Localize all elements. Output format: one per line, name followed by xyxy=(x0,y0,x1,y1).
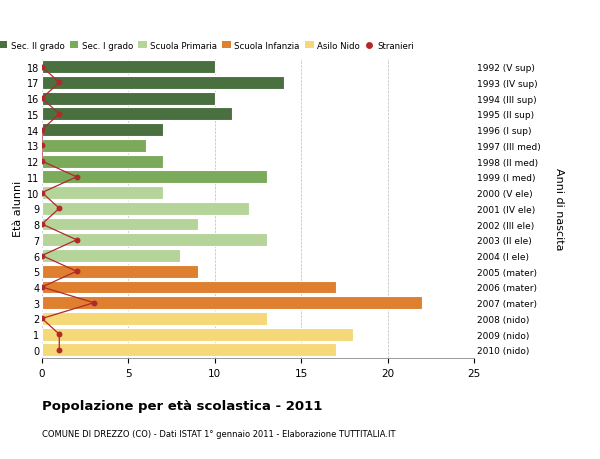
Bar xyxy=(42,265,197,278)
Point xyxy=(37,142,47,150)
Bar xyxy=(42,312,266,325)
Bar xyxy=(42,108,232,121)
Bar xyxy=(42,328,353,341)
Point xyxy=(89,299,98,307)
Bar xyxy=(42,61,215,74)
Point xyxy=(72,174,82,181)
Point xyxy=(37,252,47,260)
Point xyxy=(55,111,64,118)
Bar xyxy=(42,187,163,200)
Bar xyxy=(42,281,336,294)
Bar xyxy=(42,155,163,168)
Point xyxy=(55,205,64,213)
Point xyxy=(72,268,82,275)
Point xyxy=(55,331,64,338)
Bar xyxy=(42,171,266,184)
Point xyxy=(37,315,47,322)
Bar xyxy=(42,218,197,231)
Legend: Sec. II grado, Sec. I grado, Scuola Primaria, Scuola Infanzia, Asilo Nido, Stran: Sec. II grado, Sec. I grado, Scuola Prim… xyxy=(0,40,415,52)
Point xyxy=(37,284,47,291)
Bar xyxy=(42,77,284,90)
Point xyxy=(72,236,82,244)
Bar xyxy=(42,140,146,152)
Y-axis label: Età alunni: Età alunni xyxy=(13,181,23,237)
Text: COMUNE DI DREZZO (CO) - Dati ISTAT 1° gennaio 2011 - Elaborazione TUTTITALIA.IT: COMUNE DI DREZZO (CO) - Dati ISTAT 1° ge… xyxy=(42,429,395,438)
Bar xyxy=(42,202,250,215)
Y-axis label: Anni di nascita: Anni di nascita xyxy=(554,168,565,250)
Point xyxy=(37,158,47,165)
Point xyxy=(37,127,47,134)
Bar xyxy=(42,250,180,263)
Bar xyxy=(42,344,336,357)
Bar xyxy=(42,297,422,309)
Bar xyxy=(42,93,215,106)
Bar xyxy=(42,124,163,137)
Point xyxy=(55,347,64,354)
Point xyxy=(37,190,47,197)
Bar xyxy=(42,234,266,246)
Point xyxy=(55,79,64,87)
Point xyxy=(37,64,47,71)
Text: Popolazione per età scolastica - 2011: Popolazione per età scolastica - 2011 xyxy=(42,399,322,412)
Point xyxy=(37,95,47,103)
Point xyxy=(37,221,47,228)
